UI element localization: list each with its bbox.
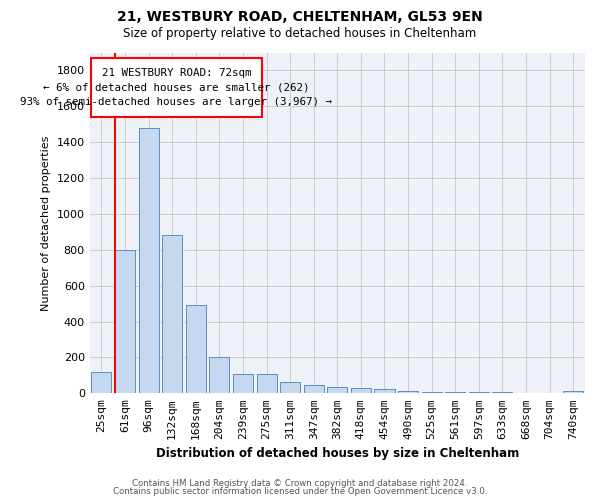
Bar: [280, 382, 300, 394]
Text: Contains public sector information licensed under the Open Government Licence v3: Contains public sector information licen…: [113, 487, 487, 496]
Bar: [563, 390, 583, 394]
Bar: [91, 372, 112, 394]
Text: Size of property relative to detached houses in Cheltenham: Size of property relative to detached ho…: [124, 28, 476, 40]
Bar: [422, 392, 442, 394]
FancyBboxPatch shape: [91, 58, 262, 117]
Bar: [469, 392, 489, 394]
Bar: [233, 374, 253, 394]
Bar: [162, 236, 182, 394]
Bar: [445, 392, 465, 394]
Bar: [304, 385, 324, 394]
Y-axis label: Number of detached properties: Number of detached properties: [41, 135, 51, 310]
X-axis label: Distribution of detached houses by size in Cheltenham: Distribution of detached houses by size …: [155, 447, 519, 460]
Bar: [516, 393, 536, 394]
Bar: [351, 388, 371, 394]
Bar: [398, 390, 418, 394]
Bar: [209, 356, 229, 394]
Bar: [257, 374, 277, 394]
Bar: [539, 393, 560, 394]
Bar: [186, 306, 206, 394]
Bar: [115, 250, 135, 394]
Bar: [139, 128, 158, 394]
Bar: [374, 390, 395, 394]
Text: 21, WESTBURY ROAD, CHELTENHAM, GL53 9EN: 21, WESTBURY ROAD, CHELTENHAM, GL53 9EN: [117, 10, 483, 24]
Bar: [327, 387, 347, 394]
Text: 21 WESTBURY ROAD: 72sqm
← 6% of detached houses are smaller (262)
93% of semi-de: 21 WESTBURY ROAD: 72sqm ← 6% of detached…: [20, 68, 332, 108]
Text: Contains HM Land Registry data © Crown copyright and database right 2024.: Contains HM Land Registry data © Crown c…: [132, 478, 468, 488]
Bar: [493, 392, 512, 394]
